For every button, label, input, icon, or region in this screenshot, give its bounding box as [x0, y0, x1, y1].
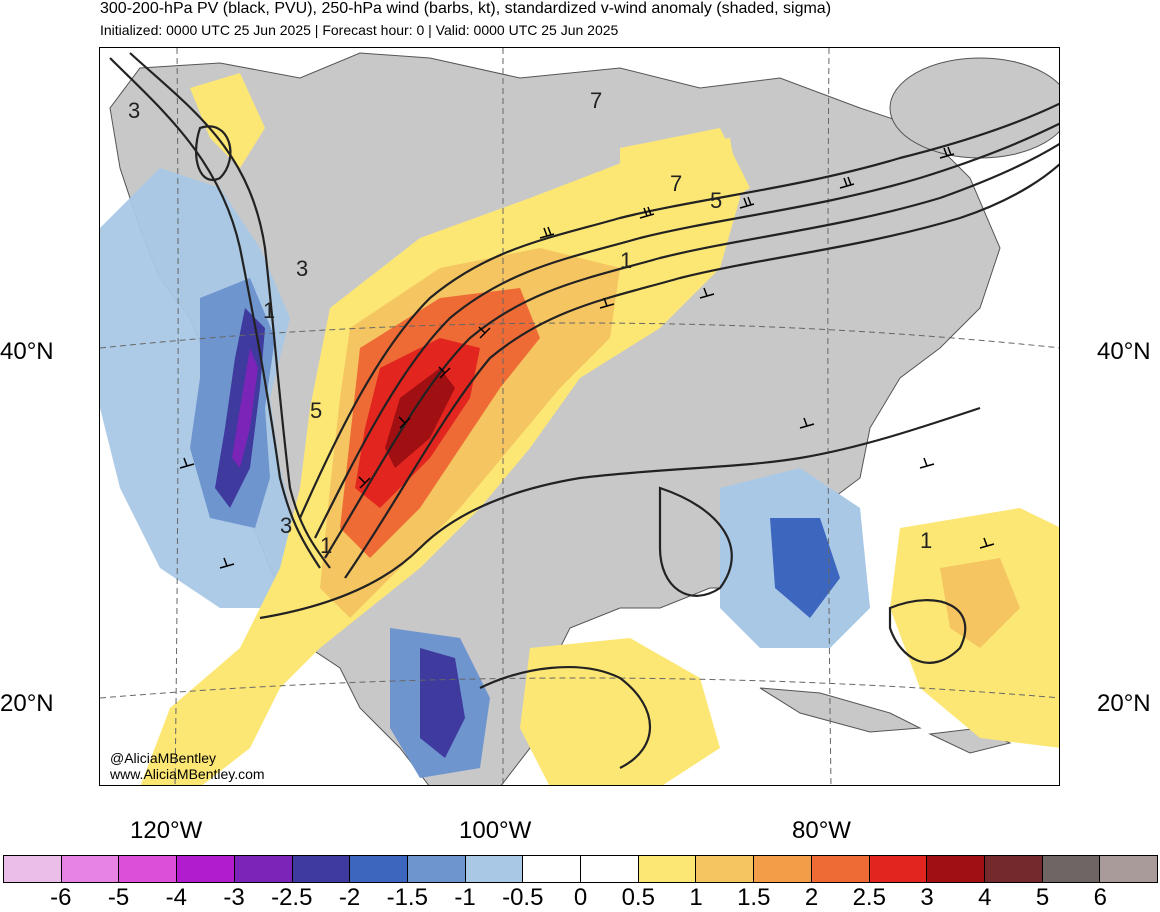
contour-label: 5 — [710, 188, 722, 213]
lat-label-20n-left: 20°N — [0, 690, 54, 717]
positive-anomaly-nw — [190, 73, 265, 168]
lon-label-100w: 100°W — [459, 817, 532, 844]
contour-label: 1 — [920, 528, 932, 553]
colorbar-tick-label: 3 — [920, 884, 934, 911]
colorbar-swatch — [869, 856, 928, 882]
colorbar-tick-label: 6 — [1093, 884, 1107, 911]
colorbar-tick-label: 1 — [689, 884, 703, 911]
contour-label: 7 — [670, 171, 682, 196]
colorbar-swatch — [696, 856, 755, 882]
colorbar-swatch — [4, 856, 62, 882]
colorbar-tick-label: 2.5 — [852, 884, 886, 911]
colorbar-swatch — [638, 856, 697, 882]
colorbar-tick-label: -1 — [454, 884, 476, 911]
contour-label: 5 — [310, 398, 322, 423]
credit-url: www.AliciaMBentley.com — [110, 766, 265, 782]
negative-anomaly-southeast-core — [770, 518, 840, 618]
colorbar-swatch — [927, 856, 985, 882]
positive-anomaly-canada-east — [620, 128, 750, 218]
map-canvas: 3 3 1 5 3 1 7 7 5 1 1 — [100, 48, 1059, 785]
colorbar-tick-label: -5 — [107, 884, 130, 911]
positive-anomaly-atlantic-core — [940, 558, 1020, 648]
lat-label-40n-right: 40°N — [1097, 338, 1151, 365]
colorbar-swatch — [177, 856, 235, 882]
colorbar-tick-label: -4 — [165, 884, 187, 911]
lat-label-20n-right: 20°N — [1097, 690, 1151, 717]
contour-label: 3 — [280, 513, 292, 538]
colorbar-swatch — [119, 856, 178, 882]
positive-anomaly-central-4 — [385, 368, 455, 468]
positive-anomaly-gulf — [520, 638, 720, 785]
colorbar-tick-label: 0.5 — [621, 884, 655, 911]
contour-label: 7 — [590, 88, 602, 113]
colorbar-tick-label: -0.5 — [502, 884, 544, 911]
colorbar-tick-label: -6 — [50, 884, 72, 911]
colorbar-swatch — [984, 856, 1043, 882]
map-title: 300-200-hPa PV (black, PVU), 250-hPa win… — [100, 0, 832, 17]
contour-label: 3 — [296, 256, 308, 281]
graticule — [100, 48, 1059, 785]
colorbar-swatch — [292, 856, 351, 882]
lat-label-40n-left: 40°N — [0, 338, 54, 365]
colorbar-swatch — [581, 856, 639, 882]
wind-barbs — [179, 146, 995, 569]
colorbar-swatch — [61, 856, 120, 882]
contour-label: 1 — [620, 248, 632, 273]
negative-anomaly-mexico-core — [420, 648, 465, 758]
colorbar-tick-label: 1.5 — [737, 884, 771, 911]
colorbar-tick-label: 4 — [978, 884, 992, 911]
colorbar-swatch — [407, 856, 466, 882]
colorbar-swatch — [350, 856, 408, 882]
negative-anomaly-west-peak — [232, 348, 258, 468]
colorbar-tick-label: 5 — [1035, 884, 1050, 911]
contour-label: 3 — [128, 98, 140, 123]
colorbar-swatch — [811, 856, 870, 882]
lon-label-120w: 120°W — [130, 817, 203, 844]
colorbar-swatch — [1100, 856, 1158, 882]
land-cuba — [759, 687, 922, 733]
colorbar-tick-label: -2 — [338, 884, 361, 911]
map-subtitle: Initialized: 0000 UTC 25 Jun 2025 | Fore… — [100, 22, 619, 38]
contour-label: 1 — [320, 533, 332, 558]
colorbar-tick-label: -3 — [223, 884, 245, 911]
contour-label: 1 — [263, 298, 275, 323]
colorbar-swatch — [234, 856, 293, 882]
colorbar-swatch — [465, 856, 524, 882]
pv-contours — [109, 52, 1059, 769]
colorbar-tick-label: 2 — [804, 884, 819, 911]
colorbar-swatch — [754, 856, 812, 882]
lon-label-80w: 80°W — [792, 817, 851, 844]
weather-map: 3 3 1 5 3 1 7 7 5 1 1 — [99, 47, 1060, 786]
colorbar-tick-label: -2.5 — [271, 884, 313, 911]
colorbar-swatch — [1042, 856, 1101, 882]
colorbar-tick-label: 0 — [573, 884, 588, 911]
credit-handle: @AliciaMBentley — [110, 750, 217, 766]
land-greenland-edge — [889, 57, 1059, 159]
colorbar-tick-label: -1.5 — [386, 884, 428, 911]
colorbar — [3, 855, 1158, 883]
colorbar-swatch — [523, 856, 582, 882]
